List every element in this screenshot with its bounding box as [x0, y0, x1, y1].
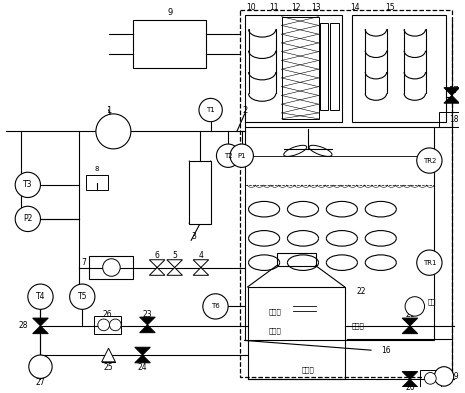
- Bar: [277, 253, 316, 266]
- Text: 28: 28: [18, 321, 28, 331]
- Circle shape: [28, 284, 53, 309]
- Circle shape: [417, 250, 442, 275]
- Polygon shape: [149, 260, 165, 275]
- Circle shape: [96, 114, 131, 149]
- Circle shape: [199, 98, 222, 122]
- Circle shape: [230, 144, 253, 167]
- Text: 6: 6: [155, 252, 159, 260]
- Text: 4: 4: [199, 252, 203, 260]
- Text: 17: 17: [448, 86, 458, 95]
- Circle shape: [405, 297, 425, 316]
- Bar: [352, 15, 446, 122]
- Text: 24: 24: [138, 363, 147, 372]
- Text: 接口一: 接口一: [269, 308, 282, 314]
- Bar: [240, 10, 452, 377]
- Bar: [247, 287, 345, 379]
- Circle shape: [203, 294, 228, 319]
- Polygon shape: [135, 347, 150, 363]
- Polygon shape: [102, 348, 115, 362]
- Polygon shape: [402, 318, 418, 334]
- Text: 19: 19: [449, 372, 458, 381]
- Text: 3: 3: [191, 232, 196, 241]
- Circle shape: [29, 355, 52, 378]
- Circle shape: [15, 172, 40, 198]
- Bar: [282, 17, 319, 119]
- Polygon shape: [33, 318, 48, 334]
- Circle shape: [103, 259, 120, 276]
- Bar: [439, 112, 460, 127]
- Text: T3: T3: [23, 180, 33, 189]
- Text: 20: 20: [405, 383, 415, 391]
- Text: 10: 10: [246, 3, 256, 12]
- Bar: [330, 22, 339, 110]
- Text: 26: 26: [103, 310, 113, 319]
- Text: 1: 1: [106, 105, 111, 114]
- Text: 接口四: 接口四: [301, 366, 314, 373]
- Text: P1: P1: [238, 153, 246, 159]
- Text: 16: 16: [381, 346, 391, 354]
- Bar: [319, 22, 328, 110]
- Circle shape: [425, 373, 436, 384]
- Bar: [189, 161, 211, 224]
- Text: 14: 14: [350, 3, 359, 12]
- Circle shape: [434, 367, 454, 386]
- Text: T6: T6: [211, 303, 220, 309]
- Text: TR2: TR2: [423, 158, 436, 163]
- Polygon shape: [444, 88, 459, 103]
- Text: 27: 27: [36, 378, 45, 387]
- Text: 12: 12: [292, 3, 301, 12]
- Polygon shape: [140, 317, 155, 332]
- Text: 接口三: 接口三: [352, 323, 365, 329]
- Circle shape: [216, 144, 240, 167]
- Circle shape: [98, 319, 109, 331]
- Polygon shape: [402, 371, 418, 387]
- Polygon shape: [167, 260, 182, 275]
- Polygon shape: [193, 260, 209, 275]
- Text: P2: P2: [23, 215, 33, 223]
- Bar: [245, 127, 434, 340]
- Text: 25: 25: [104, 363, 113, 372]
- Circle shape: [70, 284, 95, 309]
- Text: 18: 18: [449, 115, 458, 124]
- Bar: [245, 15, 342, 122]
- Text: TR1: TR1: [423, 260, 436, 266]
- Bar: [86, 175, 107, 190]
- Bar: [94, 316, 121, 334]
- Bar: [133, 20, 206, 68]
- Text: 23: 23: [143, 310, 152, 319]
- Text: 13: 13: [311, 3, 320, 12]
- Text: 7: 7: [81, 258, 86, 267]
- Text: 接口二: 接口二: [269, 327, 282, 334]
- Bar: [420, 369, 441, 387]
- Circle shape: [109, 319, 121, 331]
- Text: 22: 22: [357, 287, 366, 296]
- Text: 11: 11: [269, 3, 279, 12]
- Text: 15: 15: [385, 3, 395, 12]
- Text: T2: T2: [224, 153, 232, 159]
- Text: T1: T1: [206, 107, 215, 113]
- Text: 9: 9: [167, 8, 173, 17]
- Text: T5: T5: [78, 292, 87, 301]
- Circle shape: [15, 206, 40, 231]
- Text: 8: 8: [94, 166, 99, 172]
- Bar: [89, 256, 133, 279]
- Text: T4: T4: [36, 292, 45, 301]
- Text: 21: 21: [405, 310, 415, 319]
- Text: 水泵: 水泵: [427, 298, 436, 305]
- Text: 5: 5: [172, 252, 177, 260]
- Circle shape: [417, 148, 442, 173]
- Text: 2: 2: [242, 105, 247, 114]
